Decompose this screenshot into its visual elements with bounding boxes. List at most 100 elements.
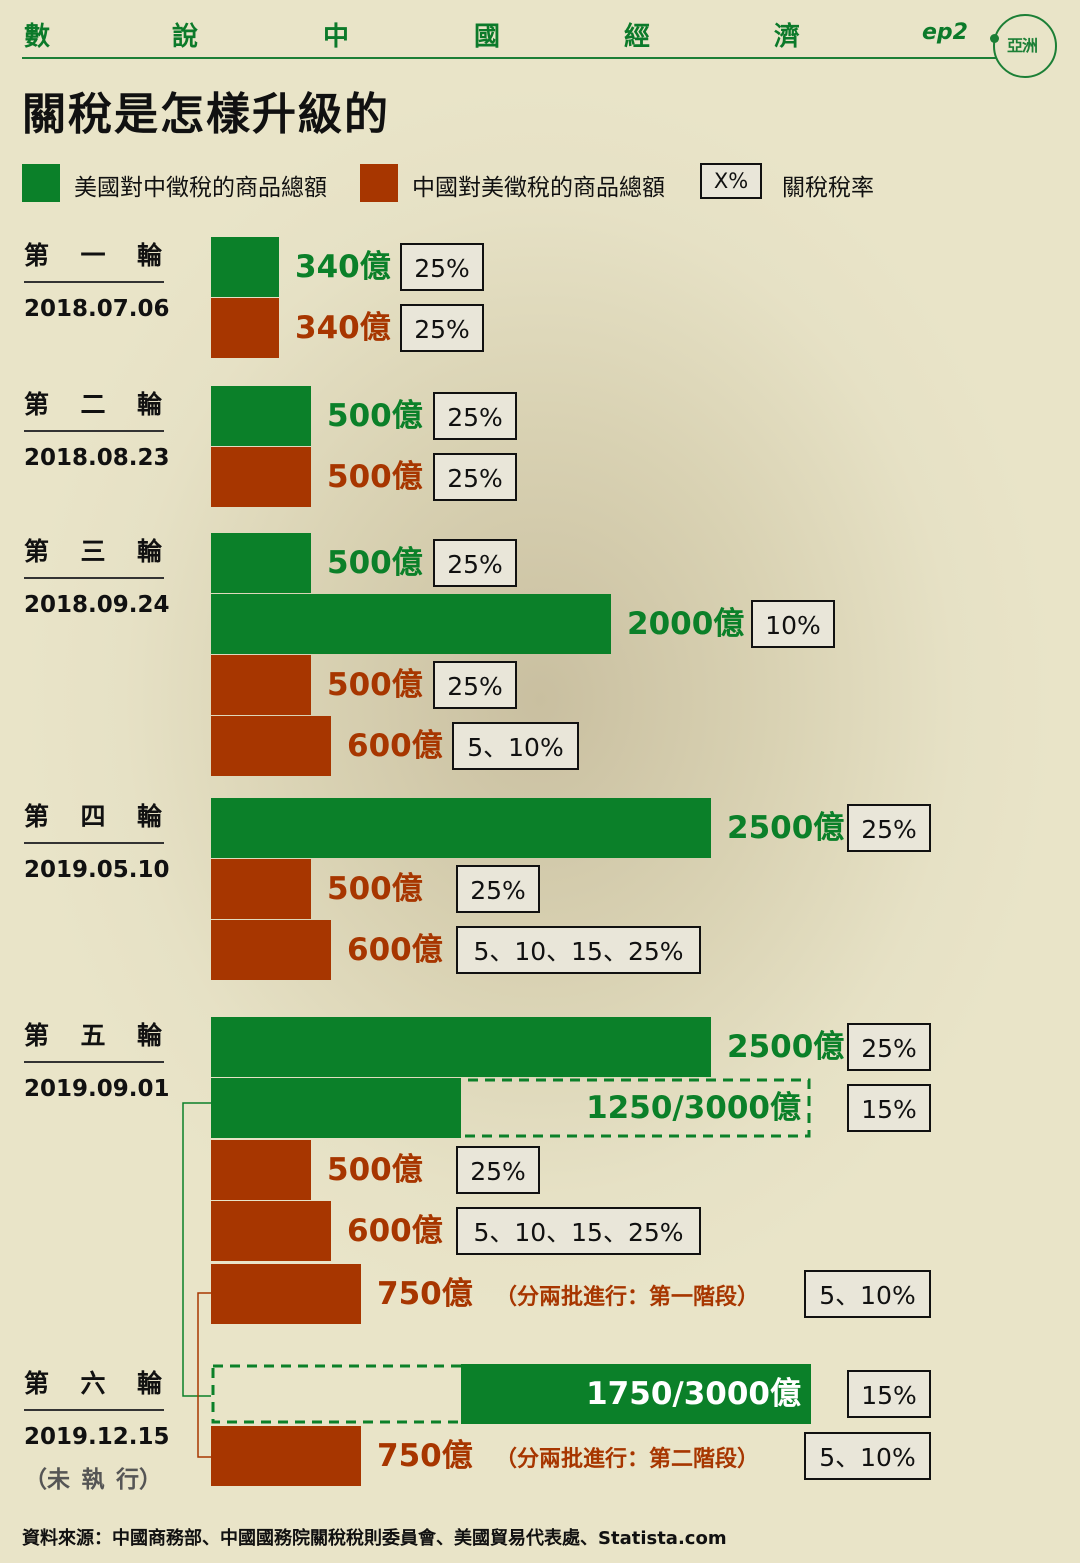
- source-note: 資料來源：中國商務部、中國國務院關稅稅則委員會、美國貿易代表處、Statista…: [22, 1528, 727, 1549]
- round-note: （未執行）: [24, 1467, 162, 1493]
- round-date: 2019.09.01: [24, 1076, 170, 1102]
- rate-box: [456, 865, 540, 913]
- round-name: 第四輪: [24, 802, 162, 831]
- bar-value-label: 500億: [327, 1152, 423, 1188]
- rate-label: 15%: [861, 1095, 917, 1124]
- round-rule: [24, 577, 164, 579]
- rate-label: 25%: [447, 403, 503, 432]
- bar-value-label: 500億: [327, 398, 423, 434]
- bar: [211, 533, 311, 593]
- bar-value-label: 500億: [327, 871, 423, 907]
- rate-box: [452, 722, 579, 770]
- series-char: 濟: [774, 22, 801, 52]
- rate-label: 5、10%: [819, 1443, 915, 1472]
- rate-label: 25%: [414, 315, 470, 344]
- bar: [211, 798, 711, 858]
- rate-box: [433, 661, 517, 709]
- rate-label: 5、10、15、25%: [473, 1218, 683, 1247]
- bar: [211, 1426, 361, 1486]
- round-name: 第二輪: [24, 390, 162, 419]
- round-date: 2019.12.15: [24, 1424, 170, 1450]
- series-char: 中: [323, 22, 350, 52]
- rate-box: [456, 1146, 540, 1194]
- legend-cn-swatch: [360, 164, 398, 202]
- rate-label: 10%: [765, 611, 821, 640]
- rate-box: [804, 1270, 931, 1318]
- round-rule: [24, 1061, 164, 1063]
- bar-value-label: 1250/3000億: [586, 1090, 801, 1126]
- bar: [211, 716, 331, 776]
- rate-box: [400, 243, 484, 291]
- rate-label: 25%: [414, 254, 470, 283]
- series-char: 說: [172, 22, 199, 52]
- rate-label: 25%: [447, 464, 503, 493]
- bar: [211, 594, 611, 654]
- series-char: 數: [24, 22, 51, 52]
- bar-value-label: 750億: [377, 1276, 473, 1312]
- bar: [211, 386, 311, 446]
- rate-box: [456, 926, 701, 974]
- header-rule: [22, 57, 997, 59]
- bar: [211, 920, 331, 980]
- bar: [211, 1017, 711, 1077]
- bar-value-label: 750億: [377, 1438, 473, 1474]
- round-name: 第一輪: [24, 241, 162, 270]
- rate-box: [456, 1207, 701, 1255]
- legend-us-swatch: [22, 164, 60, 202]
- round-name: 第五輪: [24, 1021, 162, 1050]
- bar-value-label: 1750/3000億: [586, 1376, 801, 1412]
- connector-cn: [197, 1292, 211, 1458]
- connector-us: [182, 1102, 211, 1397]
- page-title: 關稅是怎樣升級的: [22, 89, 390, 140]
- rate-label: 5、10、15、25%: [473, 937, 683, 966]
- rate-label: 5、10%: [819, 1281, 915, 1310]
- rate-box: [847, 804, 931, 852]
- bar: [211, 1078, 461, 1138]
- bar-value-label: 500億: [327, 459, 423, 495]
- round-date: 2018.08.23: [24, 445, 170, 471]
- episode-label: ep2: [922, 20, 968, 45]
- rate-label: 5、10%: [467, 733, 563, 762]
- bar-value-label: 2000億: [627, 606, 744, 642]
- rate-box: [847, 1370, 931, 1418]
- logo-dot: [990, 34, 999, 43]
- legend-rate-box: X%: [700, 163, 762, 199]
- rate-box: [433, 392, 517, 440]
- rate-box: [400, 304, 484, 352]
- bar: [211, 1264, 361, 1324]
- bar-value-label: 2500億: [727, 810, 844, 846]
- bar: [211, 1201, 331, 1261]
- round-name: 第六輪: [24, 1369, 162, 1398]
- bar-value-label: 600億: [347, 1213, 443, 1249]
- rate-label: 25%: [447, 550, 503, 579]
- round-date: 2018.09.24: [24, 592, 170, 618]
- round-name: 第三輪: [24, 537, 162, 566]
- legend-rate-label: 關稅稅率: [782, 175, 874, 201]
- rate-label: 25%: [470, 876, 526, 905]
- bar-value-label: 340億: [295, 249, 391, 285]
- bar: [211, 859, 311, 919]
- rate-box: [751, 600, 835, 648]
- bar: [461, 1364, 811, 1424]
- round-date: 2019.05.10: [24, 857, 170, 883]
- bar: [211, 1140, 311, 1200]
- bar: [211, 447, 311, 507]
- rate-box: [847, 1023, 931, 1071]
- bar-sublabel: （分兩批進行：第二階段）: [495, 1446, 759, 1472]
- bar: [211, 655, 311, 715]
- rate-label: 25%: [861, 815, 917, 844]
- rate-box: [433, 539, 517, 587]
- bar-value-label: 500億: [327, 545, 423, 581]
- rate-label: 15%: [861, 1381, 917, 1410]
- bar: [211, 237, 279, 297]
- logo: 亞洲: [990, 14, 1057, 78]
- logo-mark: 亞洲: [1007, 36, 1038, 55]
- bar-value-label: 2500億: [727, 1029, 844, 1065]
- bar: [211, 298, 279, 358]
- bar-value-label: 500億: [327, 667, 423, 703]
- bar-value-label: 600億: [347, 932, 443, 968]
- rate-box: [433, 453, 517, 501]
- bar-value-label: 600億: [347, 728, 443, 764]
